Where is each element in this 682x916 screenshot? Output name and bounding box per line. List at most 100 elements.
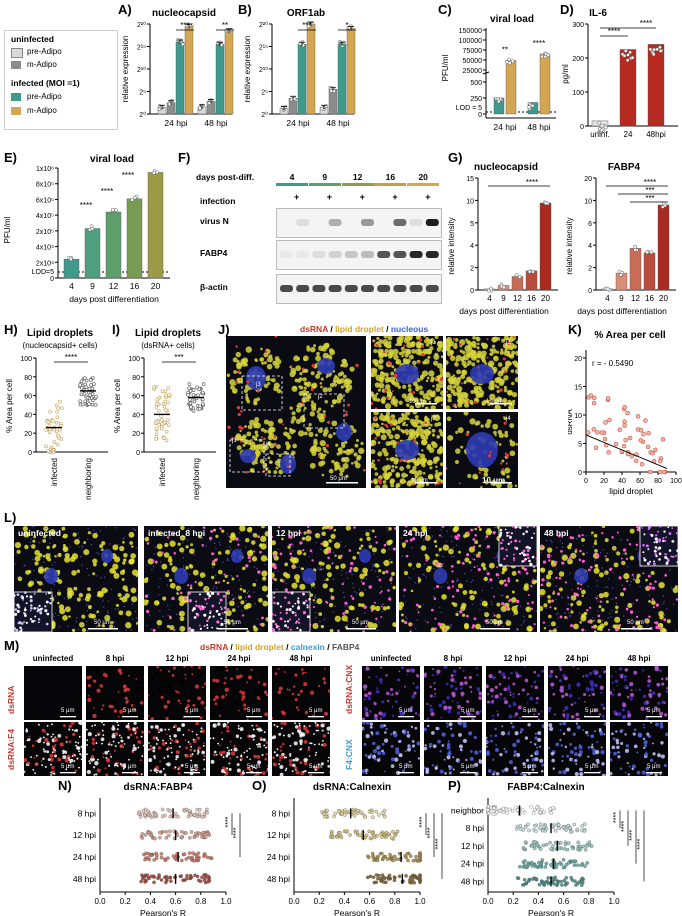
lipid-droplet [461, 350, 466, 355]
nucleus [433, 568, 448, 584]
data-point [139, 879, 143, 884]
calnexin-signal [338, 526, 340, 527]
calnexin-signal [596, 580, 598, 582]
calnexin-signal [311, 552, 313, 554]
calnexin-signal [542, 606, 545, 608]
lipid-droplet [374, 428, 381, 435]
dsrna-signal [549, 606, 552, 609]
lipid-droplet [83, 549, 90, 556]
data-point [576, 840, 581, 845]
data-point [166, 856, 170, 860]
data-point [605, 287, 610, 291]
legend: uninfected pre-Adipo m-Adipo infected (M… [4, 30, 118, 130]
dsrna-signal [344, 413, 349, 417]
calnexin-signal [346, 623, 348, 626]
lipid-droplet [100, 548, 104, 552]
lipid-droplet [318, 345, 324, 352]
calnexin-signal [561, 542, 564, 545]
lipid-droplet [408, 352, 411, 355]
lipid-droplet [455, 430, 459, 434]
calnexin-signal [442, 562, 445, 565]
calnexin-signal [134, 610, 137, 613]
lipid-droplet [434, 422, 439, 427]
lipid-droplet [122, 541, 125, 544]
lipid-droplet [25, 570, 30, 575]
dsrna-signal [493, 614, 496, 617]
data-point [658, 45, 662, 50]
chart-title: FABP4 [608, 162, 641, 173]
lipid-droplet [278, 453, 282, 458]
inset-signal [654, 546, 658, 549]
lipid-droplet [96, 610, 100, 614]
lipid-droplet [430, 338, 434, 342]
calnexin-signal [545, 539, 548, 542]
tick-label: 2x10⁴ [36, 260, 54, 267]
inset-signal [195, 604, 198, 608]
title-sep: / [383, 324, 391, 334]
data-point [387, 832, 391, 836]
calnexin-signal [378, 621, 380, 623]
calnexin-signal [567, 595, 569, 597]
data-point [195, 385, 199, 390]
dsrna-signal [217, 581, 220, 584]
dsrna-signal [441, 526, 445, 528]
data-point [367, 809, 372, 814]
calnexin-signal [86, 629, 89, 632]
calnexin-signal [599, 526, 601, 527]
data-point [372, 835, 377, 840]
lipid-droplet [356, 617, 359, 620]
inset-signal [37, 618, 41, 621]
dsrna-signal [505, 453, 510, 458]
lipid-droplet [162, 596, 167, 601]
tick-label: 40 [618, 478, 626, 485]
calnexin-signal [95, 626, 97, 629]
dsrna-signal [383, 351, 386, 353]
lipid-droplet [169, 582, 176, 589]
blot-day-label: 9 [322, 172, 328, 182]
calnexin-signal [352, 583, 354, 585]
lipid-droplet [179, 547, 185, 553]
lipid-droplet [404, 348, 410, 354]
dsrna-signal [409, 538, 413, 542]
lipid-droplet [480, 562, 486, 568]
data-point [553, 828, 558, 833]
dsrna-signal [201, 544, 205, 547]
bar [511, 276, 524, 291]
lipid-droplet [384, 414, 391, 421]
dsrna-signal [289, 552, 293, 556]
lipid-droplet [308, 431, 314, 437]
data-point [560, 883, 564, 887]
calnexin-signal [451, 555, 453, 558]
dsrna-signal [620, 557, 623, 560]
lipid-droplet [122, 585, 128, 591]
lipid-droplet [415, 386, 420, 392]
calnexin-signal [117, 544, 119, 546]
lipid-droplet [455, 385, 463, 393]
nucleus [470, 364, 494, 384]
lipid-droplet [383, 559, 390, 567]
panel-label-h: H) [4, 322, 18, 337]
dsrna-signal [171, 596, 175, 601]
lipid-droplet [469, 399, 474, 405]
data-point [180, 835, 184, 840]
data-point [85, 396, 90, 400]
dsrna-signal [486, 356, 489, 359]
lipid-droplet [488, 380, 495, 387]
lipid-droplet [480, 486, 483, 488]
lipid-droplet [613, 562, 619, 568]
inset-signal [285, 608, 289, 612]
dsrna-signal [569, 536, 573, 539]
lipid-droplet [312, 599, 316, 602]
calnexin-signal [49, 537, 51, 539]
lipid-droplet [156, 531, 161, 536]
lipid-droplet [403, 571, 409, 576]
blot-band [393, 219, 407, 226]
lipid-droplet [421, 439, 428, 446]
calnexin-signal [551, 541, 553, 544]
calnexin-signal [159, 578, 161, 580]
panel-label-b: B) [238, 2, 252, 17]
inset-signal [645, 544, 649, 548]
calnexin-signal [550, 539, 552, 542]
calnexin-signal [307, 537, 309, 539]
panel-label-j: J) [218, 322, 230, 337]
